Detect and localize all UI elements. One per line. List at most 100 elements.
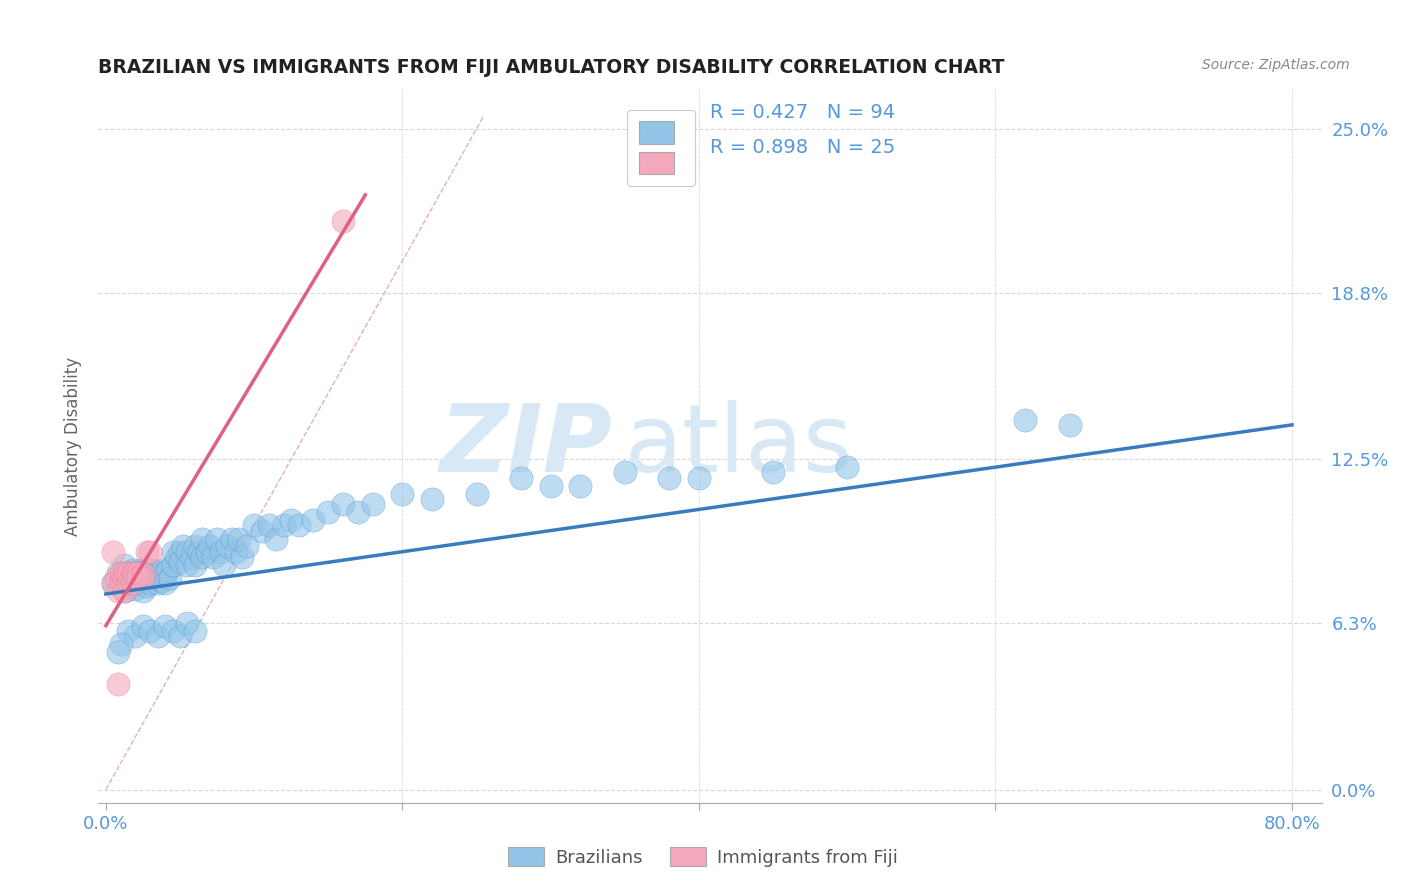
- Point: [124, 566, 146, 580]
- Point: [211, 545, 233, 559]
- Point: [688, 471, 710, 485]
- Point: [169, 555, 191, 569]
- Point: [112, 584, 135, 599]
- Text: BRAZILIAN VS IMMIGRANTS FROM FIJI AMBULATORY DISABILITY CORRELATION CHART: BRAZILIAN VS IMMIGRANTS FROM FIJI AMBULA…: [98, 58, 1005, 77]
- Point: [162, 624, 184, 638]
- Point: [105, 571, 128, 585]
- Point: [169, 629, 191, 643]
- Point: [132, 584, 155, 599]
- Point: [139, 545, 162, 559]
- Point: [420, 491, 443, 506]
- Point: [205, 532, 228, 546]
- Point: [169, 545, 191, 559]
- Point: [103, 545, 125, 559]
- Point: [150, 574, 173, 588]
- Point: [1059, 417, 1081, 432]
- Point: [266, 532, 288, 546]
- Point: [127, 576, 149, 591]
- Point: [107, 566, 129, 580]
- Point: [117, 571, 139, 585]
- Point: [221, 532, 243, 546]
- Point: [127, 566, 149, 580]
- Point: [157, 563, 180, 577]
- Text: Source: ZipAtlas.com: Source: ZipAtlas.com: [1202, 58, 1350, 72]
- Point: [347, 505, 370, 519]
- Point: [762, 466, 785, 480]
- Point: [172, 540, 194, 554]
- Point: [332, 214, 354, 228]
- Text: R = 0.427   N = 94: R = 0.427 N = 94: [710, 103, 896, 121]
- Point: [112, 558, 135, 572]
- Point: [136, 579, 159, 593]
- Point: [162, 558, 184, 572]
- Point: [217, 540, 239, 554]
- Y-axis label: Ambulatory Disability: Ambulatory Disability: [63, 357, 82, 535]
- Point: [195, 545, 218, 559]
- Point: [121, 579, 143, 593]
- Legend: , : ,: [627, 110, 695, 186]
- Point: [273, 518, 295, 533]
- Point: [225, 545, 247, 559]
- Point: [159, 571, 181, 585]
- Point: [613, 466, 636, 480]
- Point: [103, 576, 125, 591]
- Point: [214, 558, 236, 572]
- Point: [117, 624, 139, 638]
- Point: [132, 574, 155, 588]
- Point: [302, 513, 325, 527]
- Point: [162, 545, 184, 559]
- Point: [188, 545, 211, 559]
- Point: [120, 571, 142, 585]
- Point: [132, 571, 155, 585]
- Point: [110, 637, 132, 651]
- Point: [540, 478, 562, 492]
- Point: [117, 566, 139, 580]
- Point: [231, 549, 253, 564]
- Point: [107, 677, 129, 691]
- Point: [114, 584, 136, 599]
- Point: [228, 532, 250, 546]
- Point: [184, 624, 207, 638]
- Point: [121, 563, 143, 577]
- Point: [176, 616, 198, 631]
- Point: [114, 566, 136, 580]
- Point: [287, 518, 309, 533]
- Point: [110, 566, 132, 580]
- Point: [143, 571, 166, 585]
- Point: [180, 549, 202, 564]
- Point: [124, 571, 146, 585]
- Point: [127, 566, 149, 580]
- Point: [107, 584, 129, 599]
- Point: [176, 558, 198, 572]
- Point: [243, 518, 266, 533]
- Point: [146, 629, 169, 643]
- Point: [569, 478, 592, 492]
- Point: [124, 582, 146, 596]
- Point: [142, 563, 165, 577]
- Point: [146, 576, 169, 591]
- Point: [250, 524, 273, 538]
- Point: [184, 558, 207, 572]
- Point: [124, 571, 146, 585]
- Point: [391, 486, 413, 500]
- Point: [1014, 412, 1036, 426]
- Point: [136, 545, 159, 559]
- Point: [121, 576, 143, 591]
- Point: [361, 497, 384, 511]
- Point: [837, 460, 859, 475]
- Point: [316, 505, 339, 519]
- Point: [112, 571, 135, 585]
- Legend: Brazilians, Immigrants from Fiji: Brazilians, Immigrants from Fiji: [501, 840, 905, 874]
- Point: [510, 471, 533, 485]
- Point: [166, 549, 188, 564]
- Point: [191, 532, 214, 546]
- Point: [136, 563, 159, 577]
- Point: [176, 545, 198, 559]
- Point: [332, 497, 354, 511]
- Point: [280, 513, 302, 527]
- Point: [658, 471, 681, 485]
- Point: [117, 566, 139, 580]
- Point: [107, 645, 129, 659]
- Point: [127, 571, 149, 585]
- Point: [139, 566, 162, 580]
